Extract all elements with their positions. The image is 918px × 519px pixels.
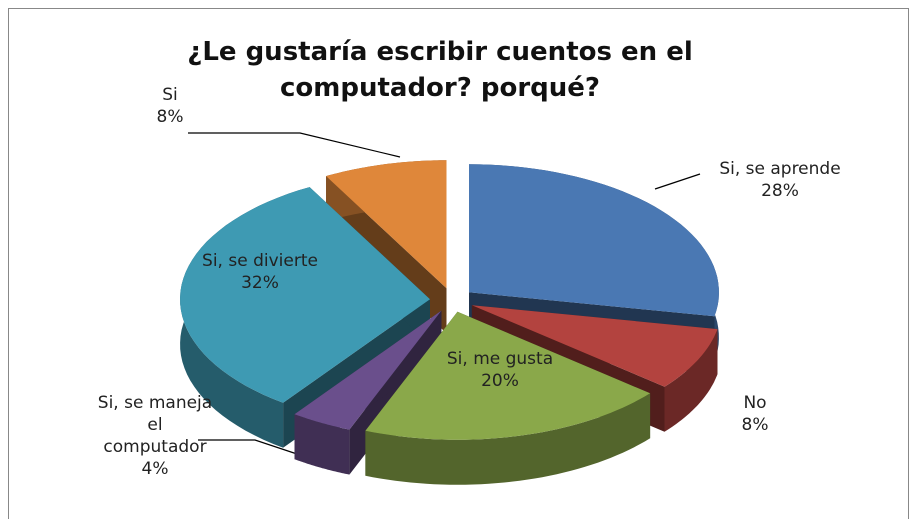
- slice-side: [365, 393, 651, 485]
- data-label: Si, me gusta 20%: [425, 348, 575, 392]
- category-label: Si, me gusta: [446, 349, 554, 369]
- slice-side: [664, 329, 718, 432]
- value-label: 28%: [761, 181, 799, 201]
- leader-line: [198, 439, 301, 456]
- category-label: Si: [162, 85, 178, 105]
- slice: [365, 311, 651, 440]
- data-label: Si, se maneja el computador 4%: [95, 392, 215, 480]
- value-label: 8%: [741, 415, 769, 435]
- leader-line: [188, 132, 401, 158]
- value-label: 4%: [141, 459, 169, 479]
- category-label: No: [743, 393, 767, 413]
- category-label: Si, se aprende: [719, 159, 841, 179]
- category-label: Si, se maneja el computador: [97, 393, 213, 457]
- slice-side: [294, 414, 350, 475]
- leader-line: [654, 173, 701, 190]
- data-label: Si, se divierte 32%: [190, 250, 330, 294]
- slice: [326, 160, 447, 289]
- data-label: No 8%: [715, 392, 795, 436]
- slice: [471, 305, 718, 387]
- data-label: Si 8%: [140, 84, 200, 128]
- value-label: 32%: [241, 273, 279, 293]
- slice: [180, 187, 430, 403]
- data-label: Si, se aprende 28%: [690, 158, 870, 202]
- slice: [469, 164, 719, 317]
- category-label: Si, se divierte: [202, 251, 318, 271]
- value-label: 8%: [156, 107, 184, 127]
- chart-title: ¿Le gustaría escribir cuentos en el comp…: [187, 37, 693, 103]
- slice: [294, 310, 442, 430]
- chart-border: [8, 8, 909, 519]
- value-label: 20%: [481, 371, 519, 391]
